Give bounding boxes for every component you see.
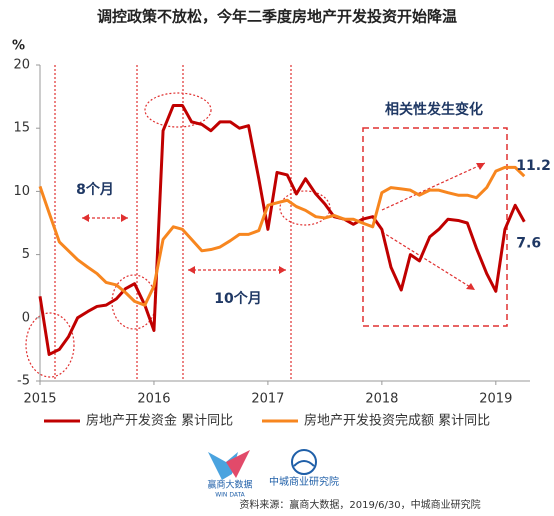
arrow [381, 162, 486, 211]
logo-text: WIN DATA [215, 492, 245, 499]
x-tick-label: 2015 [23, 392, 56, 407]
legend-label: 房地产开发资金 累计同比 [86, 413, 233, 429]
x-tick-label: 2017 [251, 392, 284, 407]
data-label: 11.2 [516, 158, 551, 174]
logo-icon [293, 460, 315, 467]
x-tick-label: 2016 [137, 392, 170, 407]
data-label: 7.6 [516, 236, 541, 252]
source: 资料来源：赢商大数据，2019/6/30，中城商业研究院 [239, 498, 480, 511]
x-tick-label: 2019 [479, 392, 512, 407]
arrow-head [82, 163, 485, 290]
annotation: 10个月 [214, 290, 261, 307]
y-tick-label: 10 [13, 184, 30, 199]
logo-text: 赢商大数据 [207, 479, 252, 491]
y-tick-label: 20 [13, 58, 30, 73]
legend-label: 房地产开发投资完成额 累计同比 [304, 413, 490, 429]
highlight [25, 312, 75, 378]
logo-icon [291, 449, 317, 475]
y-tick-label: -5 [17, 374, 30, 389]
chart-title: 调控政策不放松，今年二季度房地产开发投资开始降温 [97, 8, 457, 26]
highlight [144, 92, 212, 128]
logo [208, 449, 317, 480]
arrow [381, 231, 476, 291]
highlight [279, 190, 331, 226]
logo-text: 中城商业研究院 [269, 475, 339, 488]
line [38, 103, 526, 356]
highlight-box [362, 127, 508, 327]
y-tick-label: 15 [13, 121, 30, 136]
line [38, 165, 526, 307]
annotation: 相关性发生变化 [385, 101, 483, 118]
y-tick-label: 5 [22, 247, 30, 262]
logo-icon [226, 450, 250, 478]
logo-icon [208, 452, 238, 480]
y-tick-label: 0 [22, 310, 30, 325]
annotation: 8个月 [76, 181, 114, 198]
y-unit: % [12, 39, 25, 54]
x-tick-label: 2018 [365, 392, 398, 407]
